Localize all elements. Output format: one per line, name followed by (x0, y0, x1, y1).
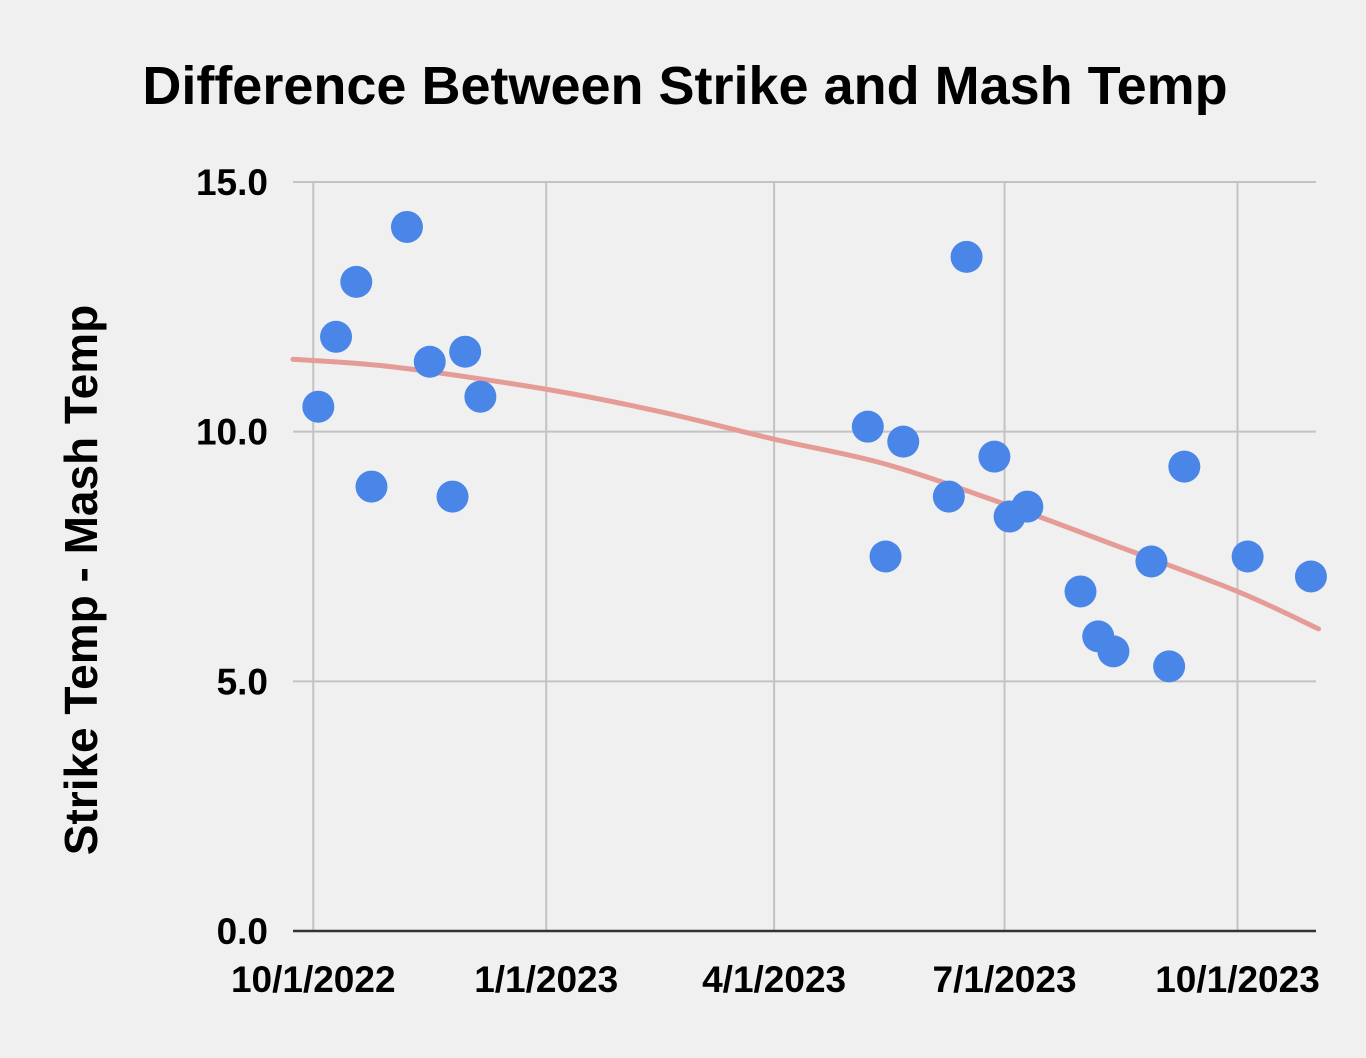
grid-lines (293, 181, 1316, 931)
data-point (1153, 650, 1186, 683)
y-axis-label: Strike Temp - Mash Temp (55, 305, 107, 855)
trendline-group (290, 356, 1322, 632)
x-tick-label: 1/1/2023 (474, 959, 618, 1000)
data-point (1011, 490, 1044, 523)
data-point (1294, 560, 1327, 593)
data-point (436, 480, 469, 513)
data-point (978, 440, 1011, 473)
x-tick-label: 10/1/2022 (231, 959, 396, 1000)
x-tick-label: 7/1/2023 (933, 959, 1077, 1000)
chart-title: Difference Between Strike and Mash Temp (142, 56, 1227, 116)
data-points (302, 210, 1327, 683)
data-point (1135, 545, 1168, 578)
y-tick-label: 0.0 (217, 911, 268, 952)
data-point (413, 345, 446, 378)
data-point (390, 210, 423, 243)
trendline (290, 356, 1322, 632)
y-tick-label: 15.0 (196, 162, 268, 203)
data-point (851, 410, 884, 443)
data-point (1231, 540, 1264, 573)
data-point (869, 540, 902, 573)
data-point (1064, 575, 1097, 608)
data-point (340, 265, 373, 298)
x-tick-label: 10/1/2023 (1155, 959, 1320, 1000)
y-tick-label: 5.0 (217, 661, 268, 702)
data-point (449, 335, 482, 368)
data-point (302, 390, 335, 423)
tick-labels: 0.0 5.0 10.0 15.0 10/1/2022 1/1/2023 4/1/2023 7… (196, 162, 1320, 1000)
data-point (932, 480, 965, 513)
x-tick-label: 4/1/2023 (702, 959, 846, 1000)
data-point (950, 240, 983, 273)
data-point (355, 470, 388, 503)
data-point (320, 320, 353, 353)
data-point (1168, 450, 1201, 483)
y-tick-label: 10.0 (196, 412, 268, 453)
data-point (887, 425, 920, 458)
data-point (1097, 635, 1130, 668)
data-point (464, 380, 497, 413)
